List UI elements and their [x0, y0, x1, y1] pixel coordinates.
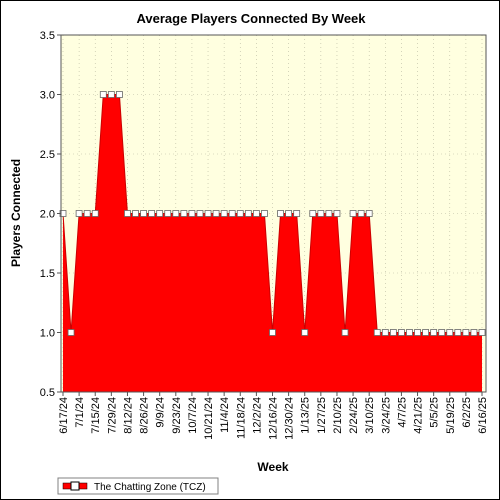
legend: The Chatting Zone (TCZ)	[57, 477, 219, 495]
y-tick-label: 2.0	[40, 209, 55, 221]
x-tick-label: 11/18/24	[235, 397, 247, 439]
legend-label: The Chatting Zone (TCZ)	[94, 482, 206, 493]
legend-box	[57, 477, 219, 495]
x-tick-label: 4/21/25	[413, 397, 425, 434]
data-point	[91, 210, 99, 217]
data-point	[124, 210, 131, 217]
data-point	[204, 210, 212, 217]
x-tick-label: 7/29/24	[106, 397, 118, 434]
data-point	[373, 329, 381, 336]
data-point	[398, 329, 405, 336]
series-area-fill	[63, 94, 482, 392]
x-tick-label: 2/24/25	[348, 397, 360, 434]
data-point	[349, 210, 357, 217]
y-axis-title: Players Connected	[9, 159, 23, 267]
data-point	[180, 210, 188, 217]
data-point	[83, 210, 91, 217]
data-point	[132, 210, 139, 217]
data-point	[172, 210, 180, 217]
data-point	[285, 210, 293, 217]
x-tick-label: 8/12/24	[122, 397, 134, 434]
x-tick-label: 4/7/25	[396, 397, 408, 428]
y-tick-label: 0.5	[40, 387, 55, 399]
data-point	[430, 329, 438, 336]
data-point	[389, 329, 397, 336]
data-point	[148, 210, 156, 217]
x-tick-label: 6/17/24	[58, 397, 70, 434]
y-tick-label: 1.0	[40, 328, 55, 340]
data-point	[244, 210, 252, 217]
data-point	[212, 210, 220, 217]
x-tick-label: 6/2/25	[461, 397, 473, 428]
data-point	[116, 91, 123, 98]
data-point	[414, 329, 421, 336]
data-point	[293, 210, 301, 217]
x-tick-label: 10/7/24	[187, 397, 199, 434]
x-tick-label: 5/5/25	[429, 397, 441, 428]
data-point	[381, 329, 389, 336]
data-point	[365, 210, 373, 217]
data-point	[462, 329, 470, 336]
x-tick-label: 5/19/25	[445, 397, 457, 434]
chart-title: Average Players Connected By Week	[136, 11, 366, 26]
data-point	[422, 329, 429, 336]
x-tick-label: 12/30/24	[284, 397, 296, 440]
x-tick-label: 12/2/24	[251, 397, 263, 434]
x-axis-title: Week	[257, 460, 288, 474]
data-point	[156, 210, 164, 217]
x-tick-label: 3/24/25	[380, 397, 392, 434]
data-point	[317, 210, 325, 217]
x-tick-label: 2/10/25	[332, 397, 344, 434]
data-markers	[59, 91, 486, 336]
data-point	[438, 329, 446, 336]
data-point	[220, 210, 228, 217]
data-point	[228, 210, 236, 217]
x-tick-label: 9/23/24	[171, 397, 183, 434]
y-tick-label: 2.5	[40, 149, 55, 161]
data-point	[357, 210, 365, 217]
data-point	[277, 210, 284, 217]
x-tick-label: 1/27/25	[316, 397, 328, 434]
x-tick-label: 7/1/24	[74, 397, 86, 428]
x-tick-label: 7/15/24	[90, 397, 102, 434]
data-point	[261, 210, 268, 217]
y-tick-label: 1.5	[40, 268, 55, 280]
data-point	[140, 210, 147, 217]
x-tick-label: 3/10/25	[364, 397, 376, 434]
data-point	[309, 210, 317, 217]
data-point	[107, 91, 115, 98]
data-point	[325, 210, 333, 217]
x-axis-ticks: 6/17/24 7/1/24 7/15/24 7/29/24 8/12/24 8/26/2…	[58, 392, 489, 440]
data-point	[341, 329, 349, 336]
data-point	[406, 329, 413, 336]
data-point	[454, 329, 462, 336]
x-tick-label: 8/26/24	[139, 397, 151, 434]
y-axis-ticks: 0.5 1.0 1.5 2.0 2.5 3.0 3.5	[40, 30, 61, 399]
data-point	[252, 210, 260, 217]
x-tick-label: 11/4/24	[219, 397, 231, 433]
x-tick-label: 1/13/25	[300, 397, 312, 434]
data-point	[99, 91, 107, 98]
x-tick-label: 9/9/24	[155, 397, 167, 428]
data-point	[470, 329, 478, 336]
data-point	[75, 210, 83, 217]
data-point	[164, 210, 172, 217]
data-point	[67, 329, 75, 336]
data-point	[301, 329, 309, 336]
x-tick-label: 10/21/24	[203, 397, 215, 440]
data-point	[478, 329, 486, 336]
legend-marker-icon	[70, 481, 80, 491]
y-tick-label: 3.5	[40, 30, 55, 42]
data-point	[236, 210, 244, 217]
x-tick-label: 6/16/25	[477, 397, 489, 434]
data-point	[196, 210, 204, 217]
x-tick-label: 12/16/24	[268, 397, 280, 440]
data-point	[269, 329, 276, 336]
data-point	[333, 210, 341, 217]
y-tick-label: 3.0	[40, 90, 55, 102]
data-point	[446, 329, 454, 336]
data-point	[188, 210, 196, 217]
